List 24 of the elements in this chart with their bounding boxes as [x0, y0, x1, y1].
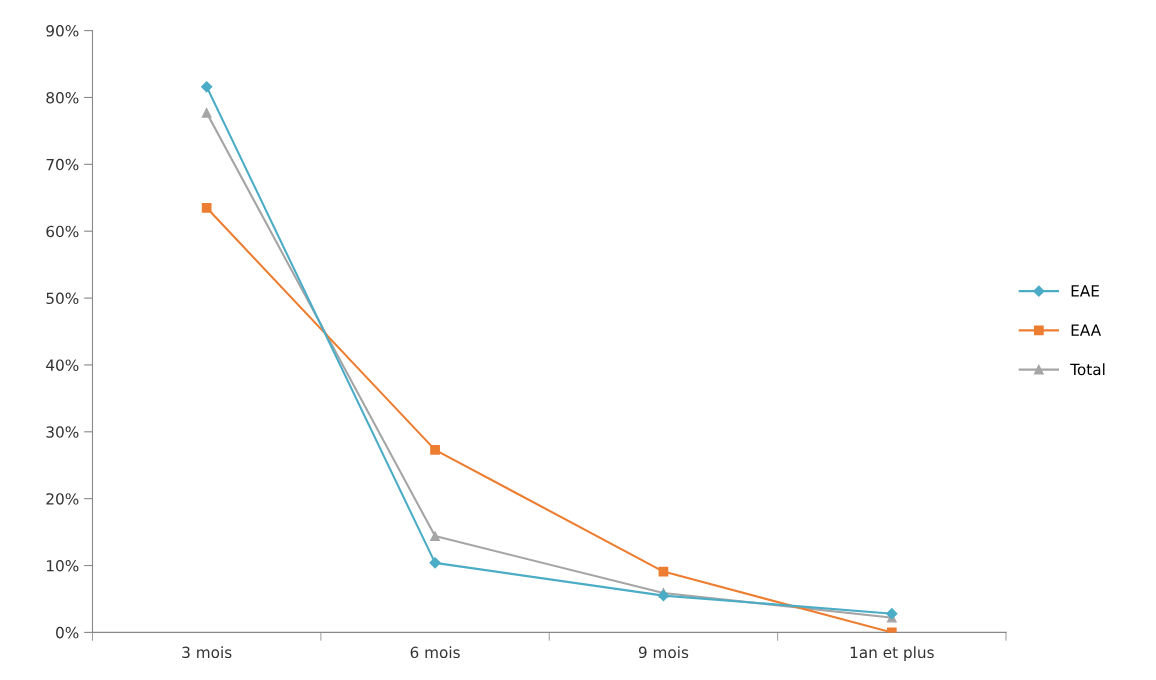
x-tick-label: 3 mois	[182, 646, 232, 659]
point	[430, 444, 440, 455]
y-tick-label: 70%	[46, 158, 79, 171]
point	[429, 557, 441, 569]
point	[201, 107, 212, 118]
x-tick-label: 1an et plus	[850, 646, 934, 662]
y-tick-label: 50%	[46, 292, 79, 305]
legend-label: EAE	[1071, 285, 1099, 297]
legend-label: EAA	[1071, 324, 1102, 336]
point	[201, 202, 212, 213]
y-tick-label: 90%	[46, 25, 79, 37]
y-tick-label: 10%	[47, 560, 79, 572]
point	[657, 590, 670, 602]
x-tick-label: 6 mois	[410, 646, 460, 659]
y-tick-label: 40%	[46, 359, 79, 371]
point	[430, 531, 440, 541]
point	[201, 81, 213, 93]
y-tick-label: 30%	[46, 426, 79, 438]
y-tick-label: 20%	[46, 493, 79, 505]
y-tick-label: 0%	[56, 626, 79, 639]
y-tick-label: 60%	[46, 225, 79, 238]
legend-label: Total	[1070, 363, 1105, 376]
x-tick-label: 9 mois	[638, 646, 689, 659]
y-tick-label: 80%	[46, 91, 79, 104]
